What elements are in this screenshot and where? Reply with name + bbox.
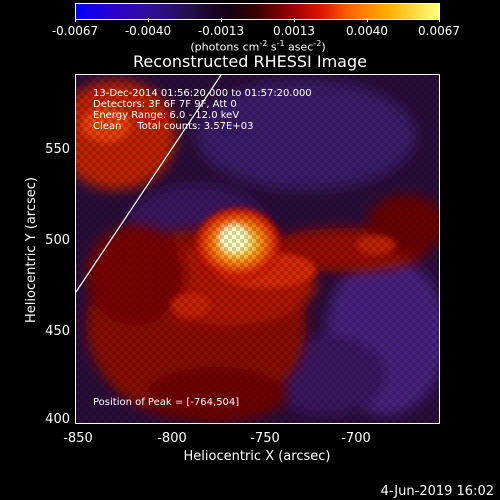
x-tick-label: -800 <box>157 431 187 446</box>
y-tick-label: 550 <box>45 142 70 157</box>
colorbar-tick-label: -0.0067 <box>51 24 99 38</box>
limb-line <box>76 75 222 293</box>
colorbar-tick-label: 0.0040 <box>346 24 388 38</box>
colorbar-tick <box>294 18 295 22</box>
colorbar-tick-label: -0.0040 <box>124 24 172 38</box>
y-tick-label: 400 <box>45 412 70 427</box>
x-tick-label: -750 <box>250 431 280 446</box>
y-tick-label: 450 <box>45 324 70 339</box>
colorbar-tick-label: 0.0013 <box>273 24 315 38</box>
info-time-range: 13-Dec-2014 01:56:20.000 to 01:57:20.000 <box>93 88 312 99</box>
colorbar-tick <box>148 18 149 22</box>
rhessi-image-canvas <box>76 75 439 423</box>
plot-timestamp: 4-Jun-2019 16:02 <box>380 484 494 499</box>
colorbar-tick <box>75 18 76 22</box>
x-axis-title: Heliocentric X (arcsec) <box>183 449 331 464</box>
colorbar-tick <box>439 18 440 22</box>
colorbar-units: (photons cm-2 s-1 asec-2) <box>190 39 326 54</box>
info-energy-range: Energy Range: 6.0 - 12.0 keV <box>93 110 240 121</box>
colorbar-tick <box>221 18 222 22</box>
info-clean: Clean Total counts: 3.57E+03 <box>93 121 254 132</box>
colorbar-tick-label: -0.0013 <box>197 24 245 38</box>
info-peak-position: Position of Peak = [-764,504] <box>93 397 240 408</box>
info-detectors: Detectors: 3F 6F 7F 9F, Att 0 <box>93 99 237 110</box>
plot-title: Reconstructed RHESSI Image <box>133 52 367 71</box>
y-tick-label: 500 <box>45 233 70 248</box>
colorbar-tick <box>367 18 368 22</box>
y-axis-title: Heliocentric Y (arcsec) <box>24 177 39 323</box>
colorbar-tick-label: 0.0067 <box>418 24 460 38</box>
x-tick-label: -850 <box>63 431 93 446</box>
colorbar <box>75 3 440 20</box>
rhessi-image <box>75 74 440 424</box>
x-tick-label: -700 <box>341 431 371 446</box>
